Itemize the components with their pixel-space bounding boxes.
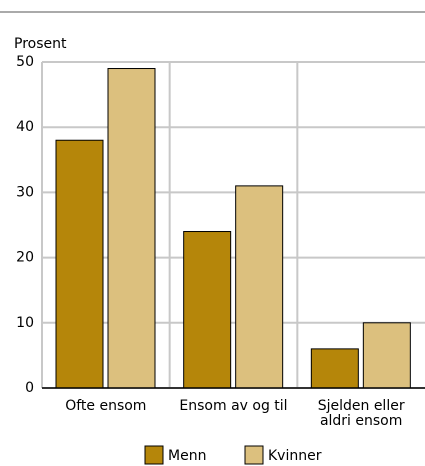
y-tick-label: 0 — [25, 380, 34, 396]
y-tick-label: 10 — [16, 315, 34, 331]
y-tick-label: 40 — [16, 119, 34, 135]
bar — [362, 322, 411, 389]
bar — [235, 185, 284, 389]
bar — [55, 139, 104, 389]
y-tick-label: 20 — [16, 250, 34, 266]
y-tick-label: 30 — [16, 184, 34, 200]
legend-swatch — [244, 445, 264, 465]
bar — [107, 68, 156, 389]
x-tick-label: Sjelden eller aldri ensom — [318, 398, 405, 429]
legend-swatch — [144, 445, 164, 465]
bar — [183, 231, 232, 389]
x-tick-label: Ensom av og til — [179, 398, 287, 414]
legend-label: Kvinner — [268, 448, 322, 464]
y-tick-label: 50 — [16, 54, 34, 70]
x-tick-label: Ofte ensom — [65, 398, 146, 414]
y-axis-label: Prosent — [14, 36, 67, 52]
legend-label: Menn — [168, 448, 206, 464]
bar — [310, 348, 359, 389]
